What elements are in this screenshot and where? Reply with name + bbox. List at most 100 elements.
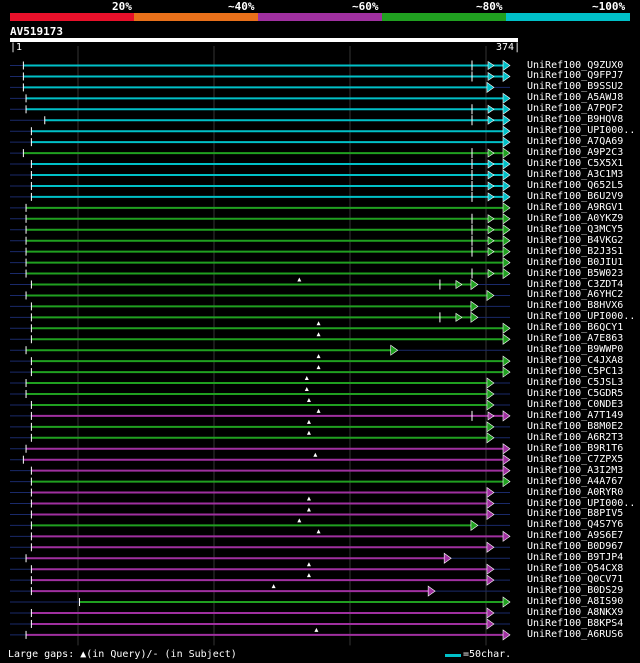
hit-label-link[interactable]: UniRef100_C5JSL3 [527, 377, 624, 389]
hit-label-link[interactable]: UniRef100_A8IS90 [527, 596, 624, 608]
hit-label-link[interactable]: UniRef100_C0NDE3 [527, 398, 624, 410]
hit-row[interactable] [10, 496, 510, 510]
hit-row[interactable] [10, 202, 511, 214]
hit-row[interactable] [10, 59, 511, 72]
hit-label-link[interactable]: UniRef100_Q3MCY5 [527, 223, 624, 235]
hit-row[interactable] [10, 529, 511, 542]
hit-row[interactable] [10, 430, 510, 444]
hit-label-link[interactable]: UniRef100_B2J3S1 [527, 245, 624, 257]
hit-label-link[interactable]: UniRef100_C5PC13 [527, 366, 624, 378]
hit-label-link[interactable]: UniRef100_B9TJP4 [527, 552, 624, 564]
hit-row[interactable] [10, 147, 511, 159]
hit-row[interactable] [10, 518, 510, 531]
hit-label-link[interactable]: UniRef100_C3ZDT4 [527, 278, 624, 290]
hit-label-link[interactable]: UniRef100_B4VKG2 [527, 234, 624, 246]
hit-row[interactable] [10, 541, 510, 553]
hit-row[interactable] [10, 277, 510, 291]
hit-label-link[interactable]: UniRef100_B0JIU1 [527, 256, 624, 268]
hit-label-link[interactable]: UniRef100_A3C1M3 [527, 169, 624, 180]
hit-row[interactable] [10, 257, 511, 269]
hit-label-link[interactable]: UniRef100_B0DS29 [527, 585, 624, 597]
hit-row[interactable] [10, 443, 511, 455]
hit-row[interactable] [10, 465, 511, 477]
hit-row[interactable] [10, 125, 511, 137]
hit-label-link[interactable]: UniRef100_A9RGV1 [527, 201, 624, 213]
hit-label-link[interactable]: UniRef100_UPI000.. [527, 497, 636, 509]
hit-label-link[interactable]: UniRef100_B5W023 [527, 267, 624, 279]
hit-row[interactable] [10, 562, 510, 575]
hit-row[interactable] [10, 224, 511, 236]
hit-row[interactable] [10, 311, 510, 323]
hit-row[interactable] [10, 136, 511, 148]
hit-label-link[interactable]: UniRef100_A9P2C3 [527, 147, 624, 159]
hit-row[interactable] [10, 376, 510, 389]
hit-row[interactable] [10, 618, 510, 630]
hit-label-link[interactable]: UniRef100_B9HQV8 [527, 114, 624, 126]
hit-row[interactable] [10, 169, 511, 181]
hit-label-link[interactable]: UniRef100_C5X5X1 [527, 158, 624, 170]
hit-label-link[interactable]: UniRef100_B6QCY1 [527, 322, 624, 334]
hit-row[interactable] [10, 408, 511, 422]
hit-label-link[interactable]: UniRef100_A7QA69 [527, 136, 624, 148]
hit-row[interactable] [10, 507, 510, 521]
hit-row[interactable] [10, 387, 510, 400]
hit-row[interactable] [10, 70, 511, 83]
hit-label-link[interactable]: UniRef100_UPI000.. [527, 311, 636, 323]
hit-label-link[interactable]: UniRef100_B9WWP0 [527, 344, 624, 356]
hit-row[interactable] [10, 332, 511, 345]
hit-label-link[interactable]: UniRef100_A9S6E7 [527, 530, 624, 542]
hit-row[interactable] [10, 486, 510, 499]
hit-label-link[interactable]: UniRef100_Q652L5 [527, 179, 624, 191]
hit-row[interactable] [10, 552, 510, 564]
hit-row[interactable] [10, 584, 510, 597]
hit-row[interactable] [10, 365, 511, 378]
hit-row[interactable] [10, 397, 510, 411]
hit-row[interactable] [10, 344, 510, 356]
hit-label-link[interactable]: UniRef100_B6U2V9 [527, 190, 624, 202]
hit-label-link[interactable]: UniRef100_C5GDR5 [527, 388, 624, 399]
hit-label-link[interactable]: UniRef100_A8NKX9 [527, 607, 624, 618]
hit-row[interactable] [10, 103, 511, 115]
hit-label-link[interactable]: UniRef100_A4A767 [527, 475, 624, 487]
hit-label-link[interactable]: UniRef100_A6YHC2 [527, 289, 624, 301]
hit-label-link[interactable]: UniRef100_Q4S7Y6 [527, 519, 624, 531]
hit-row[interactable] [10, 354, 511, 367]
hit-label-link[interactable]: UniRef100_A6R2T3 [527, 431, 624, 443]
hit-label-link[interactable]: UniRef100_B8HVX6 [527, 300, 624, 312]
hit-label-link[interactable]: UniRef100_B9SSU2 [527, 81, 624, 93]
hit-label-link[interactable]: UniRef100_C4JXA8 [527, 355, 624, 367]
hit-row[interactable] [10, 213, 511, 225]
hit-label-link[interactable]: UniRef100_Q9ZUX0 [527, 59, 624, 71]
hit-label-link[interactable]: UniRef100_B0D967 [527, 541, 624, 553]
hit-row[interactable] [10, 191, 511, 203]
hit-row[interactable] [10, 300, 510, 312]
hit-label-link[interactable]: UniRef100_A0YKZ9 [527, 212, 624, 224]
hit-row[interactable] [10, 289, 510, 302]
hit-row[interactable] [10, 627, 511, 641]
hit-row[interactable] [10, 321, 511, 334]
hit-row[interactable] [10, 476, 511, 488]
hit-label-link[interactable]: UniRef100_B9R1T6 [527, 442, 624, 454]
hit-row[interactable] [10, 114, 511, 126]
hit-label-link[interactable]: UniRef100_B8KPS4 [527, 617, 624, 629]
hit-row[interactable] [10, 267, 511, 280]
hit-label-link[interactable]: UniRef100_Q54CX8 [527, 563, 624, 575]
hit-label-link[interactable]: UniRef100_Q0CV71 [527, 574, 624, 586]
hit-label-link[interactable]: UniRef100_A7E863 [527, 333, 624, 345]
hit-label-link[interactable]: UniRef100_A7T149 [527, 409, 624, 421]
hit-label-link[interactable]: UniRef100_Q9FPJ7 [527, 70, 624, 82]
hit-row[interactable] [10, 607, 510, 619]
hit-row[interactable] [10, 81, 510, 93]
hit-label-link[interactable]: UniRef100_B8M0E2 [527, 420, 624, 432]
hit-row[interactable] [10, 235, 511, 247]
hit-label-link[interactable]: UniRef100_A0RYR0 [527, 486, 624, 498]
hit-label-link[interactable]: UniRef100_UPI000.. [527, 125, 636, 137]
hit-row[interactable] [10, 596, 511, 608]
hit-label-link[interactable]: UniRef100_A6RUS6 [527, 628, 624, 640]
hit-label-link[interactable]: UniRef100_A3I2M3 [527, 464, 624, 476]
hit-row[interactable] [10, 452, 511, 466]
hit-label-link[interactable]: UniRef100_A7PQF2 [527, 103, 624, 115]
hit-label-link[interactable]: UniRef100_B8PIV5 [527, 508, 624, 520]
hit-row[interactable] [10, 92, 511, 104]
hit-row[interactable] [10, 158, 511, 170]
